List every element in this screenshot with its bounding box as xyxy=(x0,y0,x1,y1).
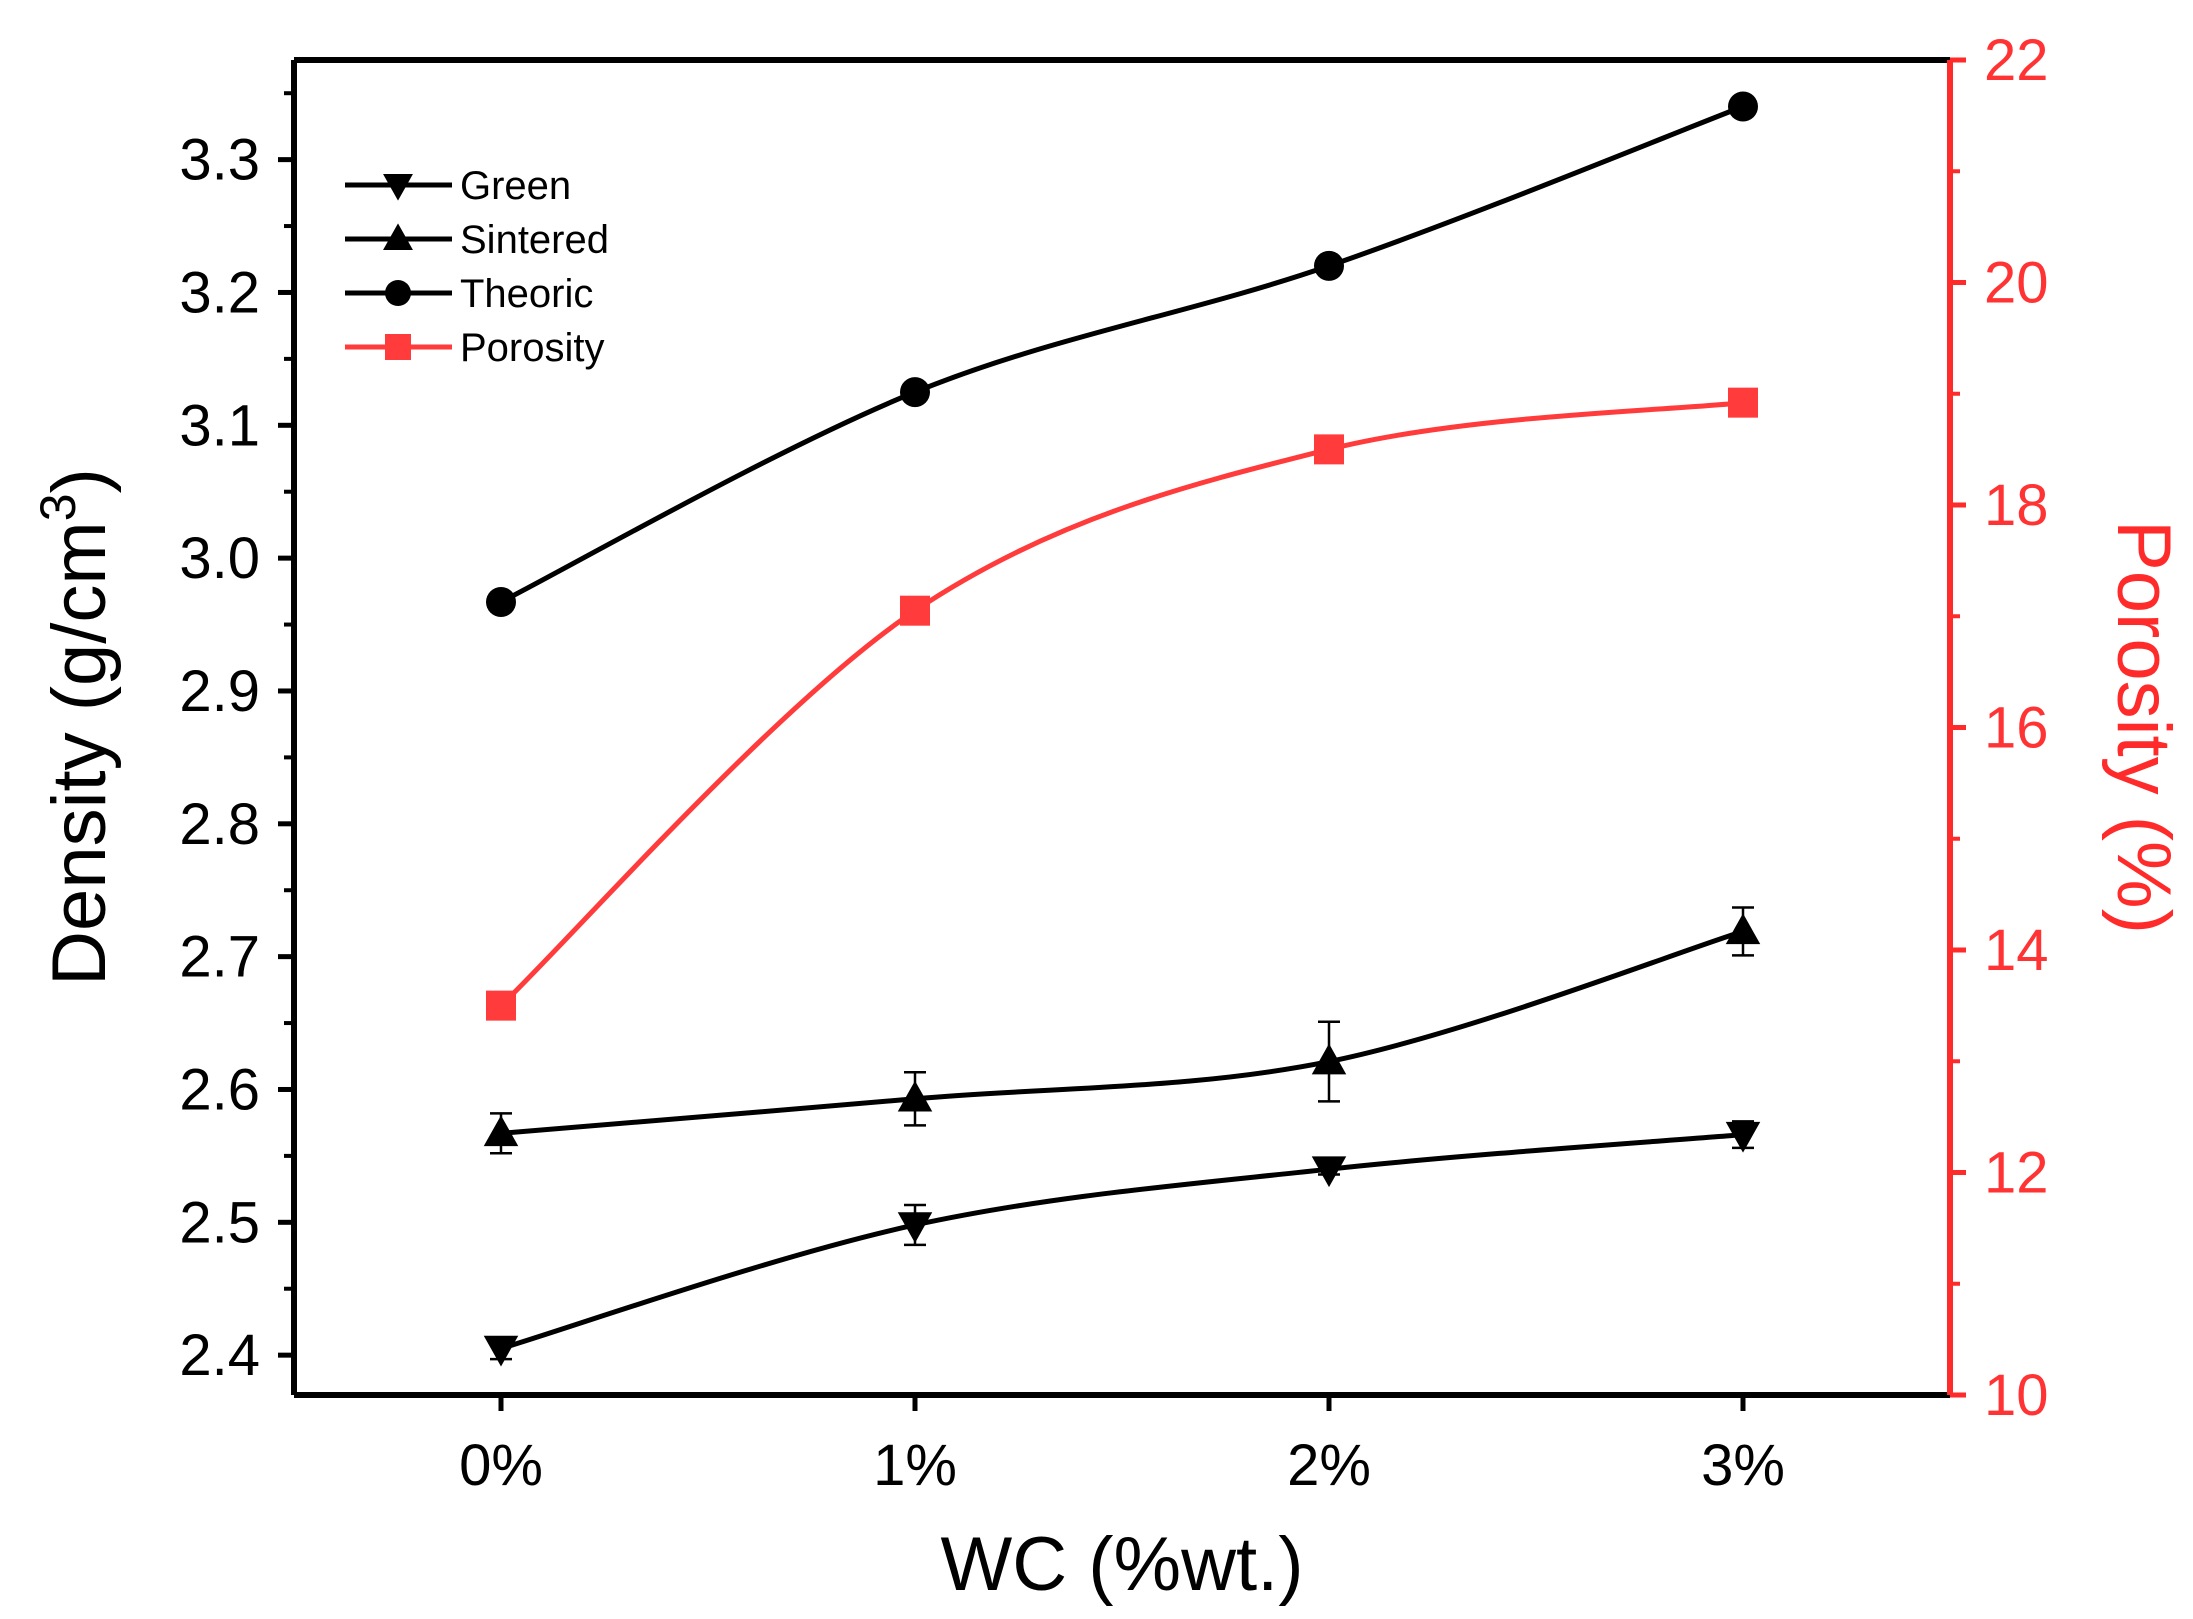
y2-axis-title: Porosity (%) xyxy=(2101,520,2186,934)
y-axis-title: Density (g/cm3) xyxy=(30,468,122,986)
sintered-line xyxy=(500,929,1744,1136)
x-tick-label: 1% xyxy=(873,1433,957,1498)
y2-tick-label: 20 xyxy=(1984,251,2049,316)
y-tick-label: 3.2 xyxy=(179,260,260,325)
y2-tick-label: 16 xyxy=(1984,696,2049,761)
legend-marker-porosity xyxy=(385,334,411,360)
y2-tick-label: 10 xyxy=(1984,1363,2049,1428)
sintered-point xyxy=(897,1080,933,1112)
porosity-point xyxy=(1314,434,1344,465)
legend-marker-theoric xyxy=(385,280,411,306)
y2-tick-label: 12 xyxy=(1984,1141,2049,1206)
y-tick-label: 2.4 xyxy=(179,1323,260,1388)
legend-label-sintered: Sintered xyxy=(460,218,609,262)
legend-label-green: Green xyxy=(460,164,571,208)
plot-area xyxy=(483,91,1761,1367)
y2-tick-label: 18 xyxy=(1984,473,2049,538)
y-tick-label: 3.3 xyxy=(179,128,260,193)
legend: Green Sintered Theoric Porosity xyxy=(345,164,609,370)
porosity-point xyxy=(900,595,930,626)
sintered-point xyxy=(1725,913,1761,945)
green-point xyxy=(483,1335,519,1367)
series-theoric xyxy=(486,91,1758,617)
y-tick-label: 2.5 xyxy=(179,1190,260,1255)
series-green xyxy=(483,1120,1761,1367)
theoric-point xyxy=(1314,250,1344,281)
series-sintered xyxy=(483,906,1761,1155)
y-tick-label: 3.0 xyxy=(179,526,260,591)
x-tick-label: 0% xyxy=(459,1433,543,1498)
legend-marker-sintered xyxy=(383,223,413,251)
green-line xyxy=(500,1132,1744,1351)
x-axis-title: WC (%wt.) xyxy=(940,1522,1303,1607)
theoric-point xyxy=(486,586,516,617)
y-axis-title-close: ) xyxy=(37,468,122,493)
sintered-point xyxy=(1311,1043,1347,1075)
theoric-line xyxy=(499,104,1744,605)
series-porosity xyxy=(486,387,1758,1021)
right-axis-ticks: 10 12 14 16 18 20 22 xyxy=(1950,28,2049,1428)
y-tick-label: 2.6 xyxy=(179,1057,260,1122)
y-axis-title-main: Density (g/cm xyxy=(37,521,122,986)
y-axis-title-sup: 3 xyxy=(30,493,86,521)
y-tick-label: 2.9 xyxy=(179,659,260,724)
porosity-point xyxy=(486,990,516,1021)
porosity-point xyxy=(1728,387,1758,418)
porosity-line xyxy=(499,400,1744,1008)
y2-tick-label: 14 xyxy=(1984,918,2049,983)
green-point xyxy=(897,1212,933,1243)
y-tick-label: 2.7 xyxy=(179,925,260,990)
x-tick-label: 2% xyxy=(1287,1433,1371,1498)
x-tick-label: 3% xyxy=(1701,1433,1785,1498)
legend-label-porosity: Porosity xyxy=(460,326,605,370)
y-tick-label: 3.1 xyxy=(179,393,260,458)
y-tick-label: 2.8 xyxy=(179,792,260,857)
sintered-point xyxy=(483,1115,519,1147)
legend-label-theoric: Theoric xyxy=(460,272,593,316)
y2-tick-label: 22 xyxy=(1984,28,2049,93)
left-axis-ticks: 2.4 2.5 2.6 2.7 2.8 2.9 3.0 3.1 3.2 3.3 xyxy=(179,91,294,1388)
green-point xyxy=(1311,1156,1347,1188)
legend-marker-green xyxy=(383,173,413,201)
x-axis-ticks: 0% 1% 2% 3% xyxy=(459,1395,1785,1498)
theoric-point xyxy=(900,377,930,408)
theoric-point xyxy=(1728,91,1758,122)
green-point xyxy=(1725,1121,1761,1153)
